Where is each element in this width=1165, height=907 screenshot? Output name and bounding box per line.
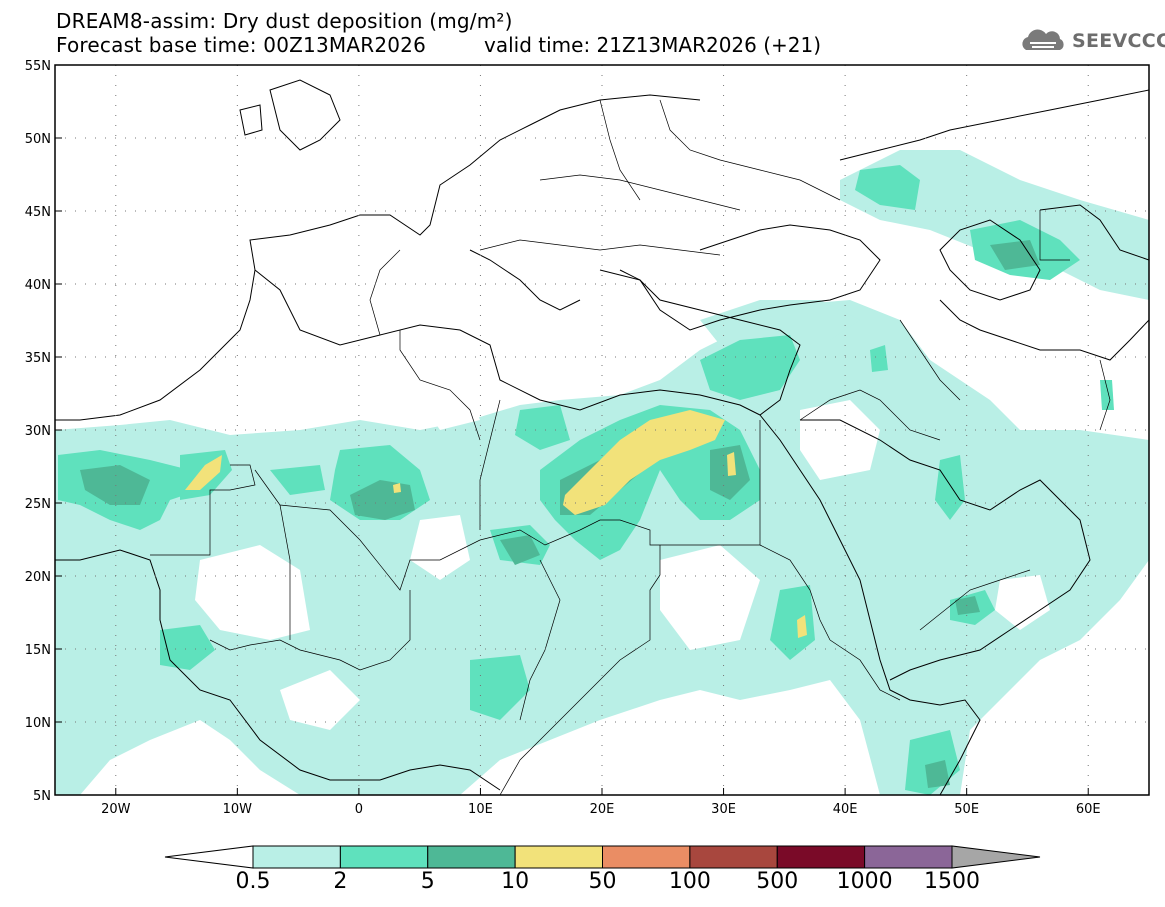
lon-tick-label: 50E	[954, 802, 979, 817]
lon-tick-label: 20W	[101, 802, 131, 817]
colorbar-label: 2	[333, 869, 348, 894]
lon-tick-label: 10E	[468, 802, 493, 817]
lon-tick-label: 10W	[223, 802, 253, 817]
lat-tick-label: 45N	[25, 205, 51, 220]
lon-tick-label: 0	[355, 802, 363, 817]
valid-time: valid time: 21Z13MAR2026 (+21)	[484, 33, 822, 57]
colorbar	[164, 845, 1041, 869]
longitude-axis: 20W 10W 0 10E 20E 30E 40E 50E 60E	[101, 788, 1101, 817]
lat-tick-label: 50N	[25, 132, 51, 147]
colorbar-swatch	[689, 845, 778, 869]
lat-tick-label: 40N	[25, 278, 51, 293]
lon-tick-label: 40E	[833, 802, 858, 817]
colorbar-swatch	[864, 845, 953, 869]
colorbar-swatch	[602, 845, 691, 869]
colorbar-swatch	[252, 845, 341, 869]
latitude-axis: 55N 50N 45N 40N 35N 30N 25N 20N 15N 10N 5N	[25, 59, 62, 804]
colorbar-swatch	[514, 845, 603, 869]
lat-tick-label: 55N	[25, 59, 51, 74]
logo-text: SEEVCCC	[1072, 30, 1165, 52]
lon-tick-label: 60E	[1076, 802, 1101, 817]
forecast-base-time: Forecast base time: 00Z13MAR2026	[56, 33, 427, 57]
deposition-gaps	[195, 395, 1050, 730]
colorbar-label: 1000	[836, 869, 893, 894]
lat-tick-label: 10N	[25, 716, 51, 731]
lat-tick-label: 30N	[25, 424, 51, 439]
lat-tick-label: 5N	[33, 789, 51, 804]
colorbar-swatch	[776, 845, 866, 869]
deposition-field	[55, 79, 1149, 795]
lon-tick-label: 30E	[711, 802, 736, 817]
colorbar-label: 500	[756, 869, 799, 894]
map-title: DREAM8-assim: Dry dust deposition (mg/m²…	[56, 9, 513, 33]
colorbar-swatch	[951, 845, 1041, 869]
country-borders	[150, 99, 1111, 795]
deposition-level-4	[185, 410, 807, 638]
colorbar-swatch	[164, 845, 254, 869]
lat-tick-label: 25N	[25, 497, 51, 512]
colorbar-label: 10	[501, 869, 530, 894]
lat-tick-label: 20N	[25, 570, 51, 585]
colorbar-label: 0.5	[235, 869, 271, 894]
seevccc-logo: SEEVCCC	[1018, 28, 1165, 56]
cloud-icon	[1022, 29, 1064, 50]
lon-tick-label: 20E	[590, 802, 615, 817]
colorbar-swatch	[339, 845, 429, 869]
colorbar-label: 100	[668, 869, 711, 894]
colorbar-swatch	[427, 845, 516, 869]
colorbar-label: 1500	[924, 869, 980, 894]
lat-tick-label: 15N	[25, 643, 51, 658]
colorbar-label: 5	[420, 869, 435, 894]
colorbar-label: 50	[588, 869, 617, 894]
lat-tick-label: 35N	[25, 351, 51, 366]
